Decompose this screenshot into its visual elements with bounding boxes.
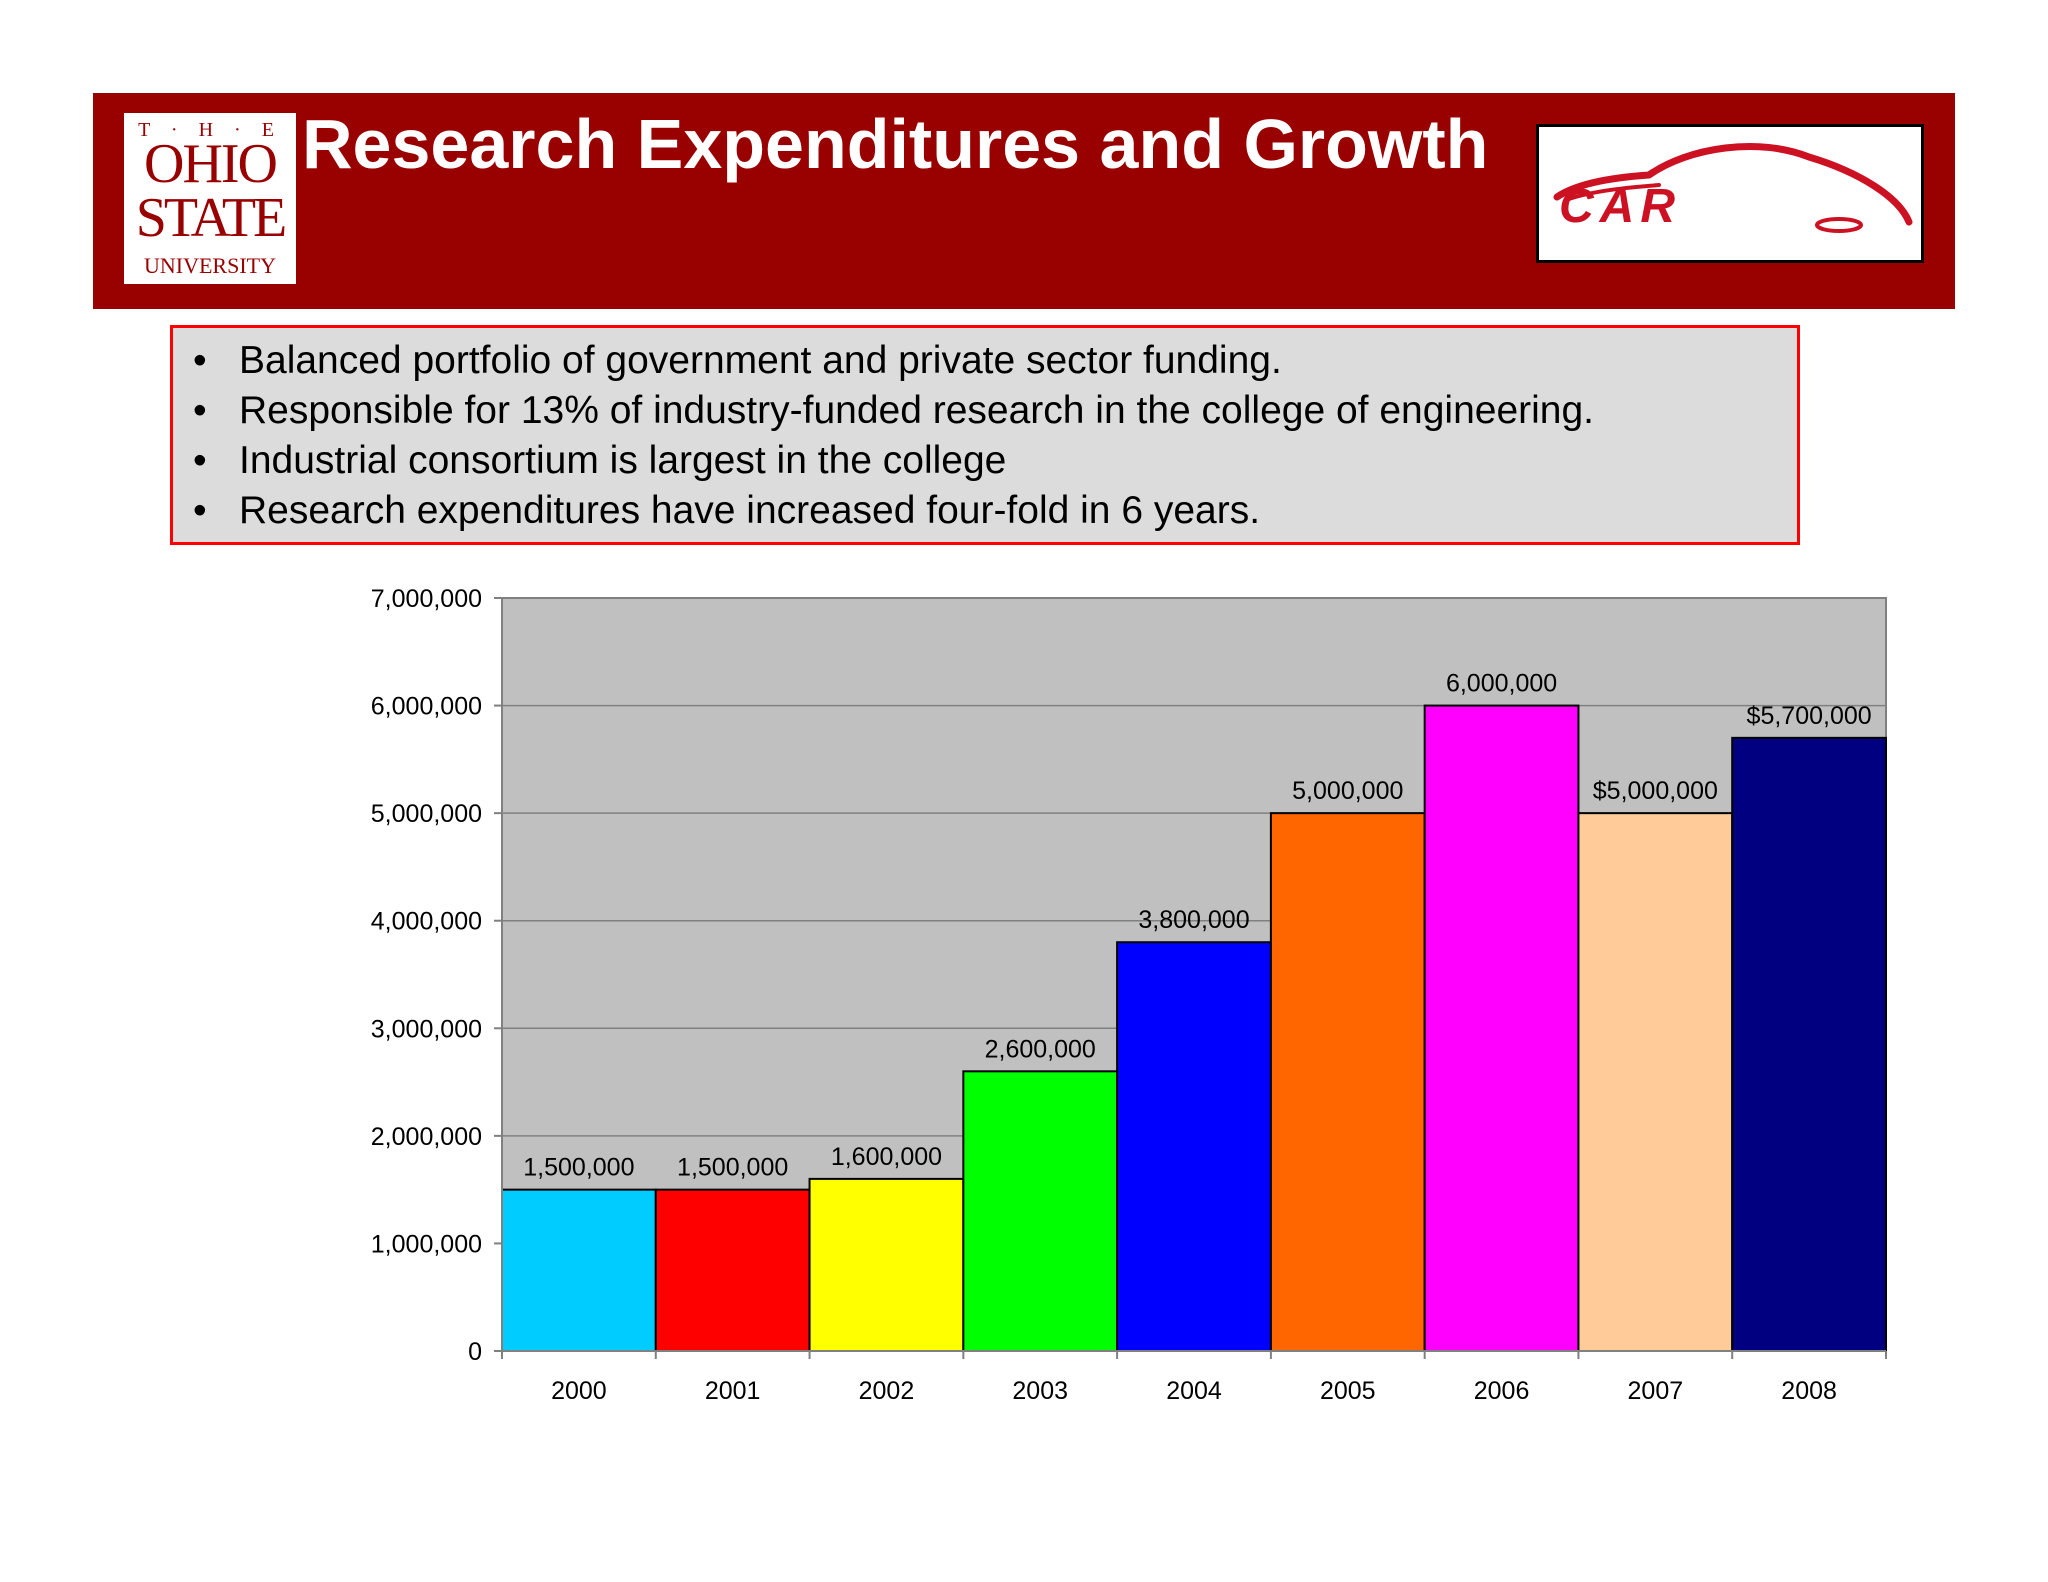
bar bbox=[501, 1188, 657, 1352]
bar bbox=[962, 1070, 1119, 1353]
y-tick-label: 2,000,000 bbox=[371, 1123, 482, 1151]
y-tick-label: 3,000,000 bbox=[371, 1015, 482, 1043]
bullet-item: • Balanced portfolio of government and pr… bbox=[193, 339, 1282, 382]
x-tick-label: 2007 bbox=[1628, 1377, 1684, 1405]
car-logo-text: CAR bbox=[1559, 180, 1681, 233]
data-label: $5,000,000 bbox=[1593, 777, 1718, 805]
logo-the-text: T · H · E bbox=[138, 119, 282, 141]
logo-ohio-text: OHIO bbox=[144, 133, 278, 195]
bar bbox=[1731, 736, 1887, 1352]
y-tick-label: 1,000,000 bbox=[371, 1230, 482, 1258]
y-tick-label: 0 bbox=[468, 1338, 482, 1366]
data-label: $5,700,000 bbox=[1747, 702, 1872, 730]
car-center-logo: CAR bbox=[1536, 124, 1924, 263]
x-tick-label: 2005 bbox=[1320, 1377, 1376, 1405]
data-label: 3,800,000 bbox=[1138, 906, 1249, 934]
y-tick-label: 7,000,000 bbox=[371, 585, 482, 613]
data-label: 1,600,000 bbox=[831, 1143, 942, 1171]
x-tick-label: 2006 bbox=[1474, 1377, 1530, 1405]
logo-state-text: STATE bbox=[135, 187, 288, 249]
bar bbox=[654, 1188, 811, 1352]
bar bbox=[1423, 704, 1580, 1352]
x-tick-label: 2000 bbox=[551, 1377, 607, 1405]
bar bbox=[1116, 941, 1272, 1352]
x-tick-label: 2002 bbox=[859, 1377, 915, 1405]
bullet-text: Balanced portfolio of government and pri… bbox=[239, 339, 1282, 382]
ohio-state-logo: T · H · E OHIO STATE UNIVERSITY bbox=[124, 113, 296, 284]
bullet-box: • Balanced portfolio of government and pr… bbox=[170, 325, 1800, 545]
bullet-text: Research expenditures have increased fou… bbox=[239, 489, 1261, 532]
y-tick-label: 5,000,000 bbox=[371, 800, 482, 828]
data-label: 6,000,000 bbox=[1446, 670, 1557, 698]
car-silhouette-icon bbox=[1553, 143, 1913, 233]
y-tick-label: 4,000,000 bbox=[371, 908, 482, 936]
x-tick-label: 2004 bbox=[1166, 1377, 1222, 1405]
bullet-item: • Responsible for 13% of industry-funded … bbox=[193, 389, 1595, 432]
bullet-text: Industrial consortium is largest in the … bbox=[239, 439, 1007, 482]
y-tick-label: 6,000,000 bbox=[371, 693, 482, 721]
bar bbox=[1269, 812, 1426, 1352]
bullet-item: • Research expenditures have increased fo… bbox=[193, 489, 1261, 532]
slide-title: Research Expenditures and Growth bbox=[302, 105, 1489, 183]
x-tick-label: 2003 bbox=[1012, 1377, 1068, 1405]
x-tick-label: 2008 bbox=[1781, 1377, 1837, 1405]
x-tick-label: 2001 bbox=[705, 1377, 761, 1405]
data-label: 1,500,000 bbox=[523, 1154, 634, 1182]
logo-university-text: UNIVERSITY bbox=[144, 253, 276, 278]
bar bbox=[1577, 812, 1734, 1352]
bullet-item: • Industrial consortium is largest in the… bbox=[193, 439, 1007, 482]
data-label: 2,600,000 bbox=[985, 1035, 1096, 1063]
bar bbox=[808, 1177, 965, 1353]
data-label: 5,000,000 bbox=[1292, 777, 1403, 805]
data-label: 1,500,000 bbox=[677, 1154, 788, 1182]
bullet-text: Responsible for 13% of industry-funded r… bbox=[239, 389, 1595, 432]
